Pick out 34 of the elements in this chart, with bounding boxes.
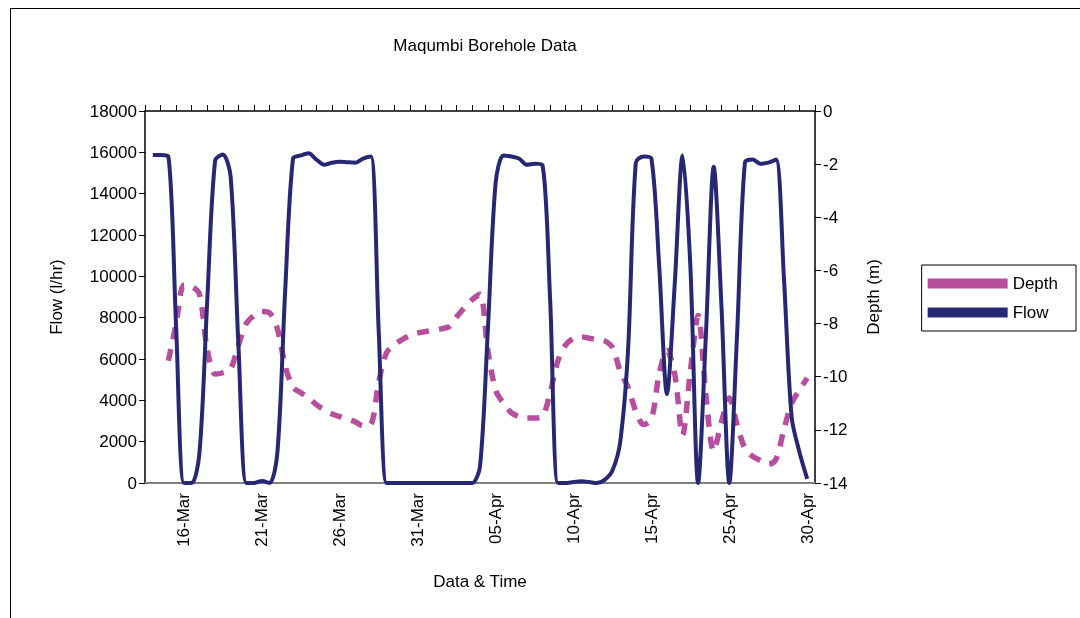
y-tick-label: 4000 — [99, 390, 137, 410]
x-tick-label: 21-Mar — [252, 492, 272, 547]
y2-tick-label: -10 — [823, 367, 848, 387]
y-tick-label: 2000 — [99, 432, 137, 452]
line-series — [150, 151, 810, 485]
x-tick-label: 26-Mar — [330, 492, 350, 547]
y2-tick-label: -6 — [823, 260, 839, 280]
y2-tick-label: -2 — [823, 154, 839, 174]
y-tick-label: 18000 — [89, 101, 137, 121]
x-tick-label: 30-Apr — [797, 492, 817, 545]
y-tick-label: 12000 — [89, 225, 137, 245]
x-tick-label: 05-Apr — [486, 492, 506, 545]
y-tick-label: 14000 — [89, 184, 137, 204]
x-tick-label: 25-Apr — [719, 492, 739, 545]
y2-axis-title: Depth (m) — [864, 259, 883, 335]
legend-label: Flow — [1012, 303, 1050, 322]
y-tick-label: 10000 — [89, 266, 137, 286]
y2-tick-label: -4 — [823, 207, 839, 227]
legend-label: Depth — [1012, 274, 1059, 293]
x-tick-label: 15-Apr — [641, 492, 661, 545]
y-tick-label: 6000 — [99, 349, 137, 369]
x-tick-label: 16-Mar — [174, 492, 194, 547]
x-axis-title: Data & Time — [433, 572, 527, 591]
y-axis-title: Flow (l/hr) — [47, 259, 66, 335]
y2-tick-label: -14 — [823, 473, 848, 493]
x-tick-label: 31-Mar — [408, 492, 428, 547]
x-tick-label: 10-Apr — [563, 492, 583, 545]
y-tick-label: 8000 — [99, 308, 137, 328]
y-tick-label: 16000 — [89, 142, 137, 162]
y2-tick-label: 0 — [823, 101, 833, 121]
y-tick-label: 0 — [127, 473, 137, 493]
chart-title: Maqumbi Borehole Data — [393, 36, 578, 55]
y2-tick-label: -12 — [823, 420, 848, 440]
y2-tick-label: -8 — [823, 314, 839, 334]
